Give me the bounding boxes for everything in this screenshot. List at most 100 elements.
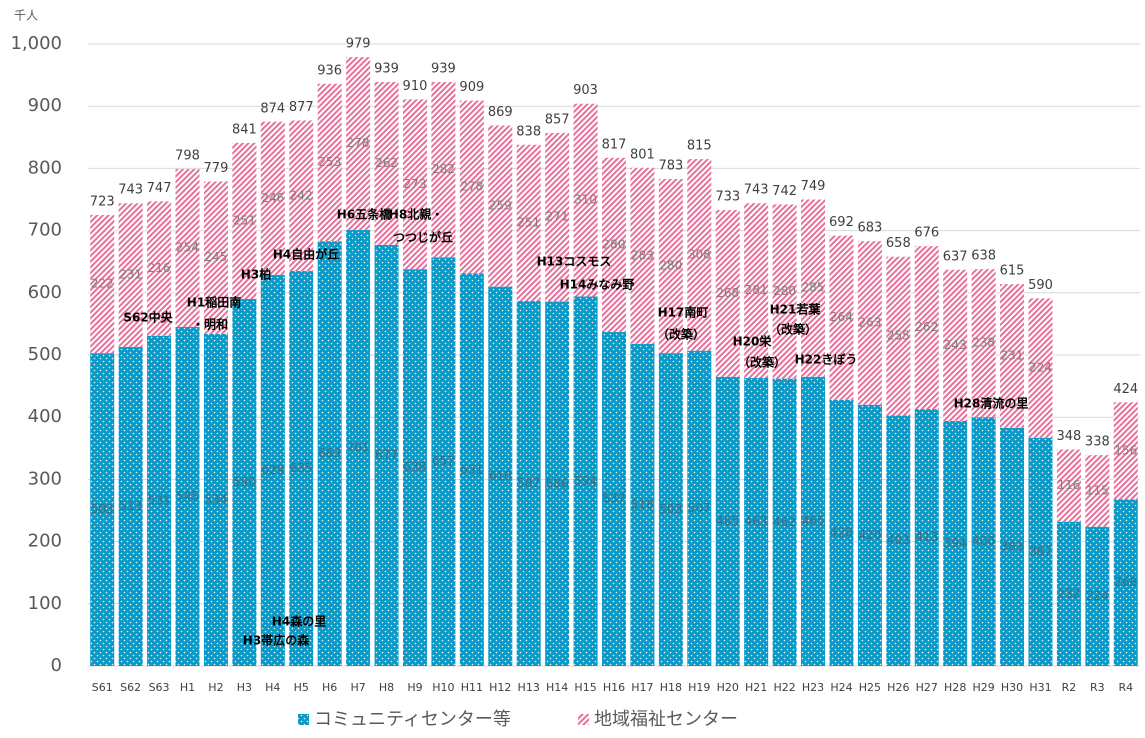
bar-segment [545,132,570,302]
bar-segment [402,99,427,270]
bar-segment [118,203,143,347]
value-label: 280 [659,259,682,273]
value-label: 420 [858,528,881,542]
bar-segment [602,331,626,666]
value-label: 513 [119,499,142,513]
total-label: 348 [1057,429,1082,444]
value-label: 282 [432,162,455,176]
value-label: 242 [290,188,313,202]
total-label: 979 [346,37,371,52]
bar-segment [289,271,314,666]
bar-segment [971,417,996,666]
legend-label: コミュニティセンター等 [314,709,511,730]
value-label: 255 [887,329,910,343]
x-tick-label: H17 [631,681,653,694]
annotation: H3柏 [241,267,271,282]
x-tick-label: S62 [120,681,141,694]
y-tick-label: 600 [28,282,62,303]
annotation: H3帯広の森 [243,633,310,648]
x-tick-label: H12 [489,681,511,694]
bar-segment [175,169,200,328]
value-label: 677 [375,448,398,462]
bar-segment [914,409,939,666]
bar-segment [602,157,626,332]
value-label: 683 [318,446,341,460]
y-tick-label: 500 [28,344,62,365]
value-label: 262 [375,156,398,170]
value-label: 224 [1029,361,1052,375]
value-label: 278 [347,136,370,150]
annotation: H4自由が丘 [273,247,339,262]
x-tick-label: H28 [944,681,966,694]
bar-segment [772,378,797,666]
value-label: 263 [858,315,881,329]
total-label: 742 [772,184,797,199]
value-label: 503 [91,502,114,516]
annotation: H21若葉 [770,302,822,317]
y-tick-label: 800 [28,157,62,178]
value-label: 264 [830,310,853,324]
value-label: 271 [546,210,569,224]
annotation: H20栄 [733,334,773,349]
annotation: H28清流の里 [954,396,1029,411]
value-label: 245 [204,250,227,264]
x-tick-label: H19 [688,681,710,694]
x-tick-label: H16 [603,681,625,694]
bar-segment [203,333,228,666]
annotation: （改築） [657,327,705,342]
bar-segment [374,81,399,245]
value-label: 413 [915,530,938,544]
bar-segment [346,229,371,666]
total-label: 749 [801,179,826,194]
bar-segment [658,353,683,666]
value-label: 534 [204,492,227,506]
x-tick-label: H11 [461,681,483,694]
value-label: 254 [176,241,199,255]
x-tick-label: H4 [265,681,280,694]
x-tick-label: H7 [350,681,365,694]
bar-segment [488,286,513,666]
value-label: 268 [716,286,739,300]
value-label: 262 [915,320,938,334]
bar-segment [715,376,740,666]
bar-segment [1056,521,1081,666]
value-label: 545 [176,489,199,503]
bar-segment [1113,402,1138,500]
x-tick-label: R4 [1118,681,1133,694]
value-label: 657 [432,454,455,468]
bar-segment [857,404,882,666]
x-tick-label: H29 [972,681,994,694]
value-label: 701 [347,440,370,454]
value-label: 629 [261,463,284,477]
bar-segment [431,257,456,666]
x-tick-label: S61 [92,681,113,694]
total-label: 838 [516,124,541,139]
legend-swatch [298,714,309,725]
y-tick-label: 0 [51,655,62,676]
value-label: 231 [119,268,142,282]
annotation: ・明和 [192,317,228,332]
value-label: 308 [688,247,711,261]
total-label: 783 [658,158,683,173]
value-label: 116 [1057,478,1080,492]
value-label: 156 [1114,443,1137,457]
bar-segment [829,235,854,400]
total-label: 615 [1000,264,1025,279]
total-label: 743 [118,183,143,198]
total-label: 939 [374,61,399,76]
total-label: 676 [914,226,939,241]
value-label: 268 [1114,575,1137,589]
value-label: 428 [830,525,853,539]
bar-segment [630,343,655,666]
value-label: 280 [603,237,626,251]
total-label: 638 [971,249,996,264]
bar-segment [488,125,513,287]
x-tick-label: H8 [379,681,394,694]
value-label: 531 [148,493,171,507]
bar-segment [573,296,598,666]
value-label: 635 [290,461,313,475]
value-label: 243 [944,338,967,352]
x-tick-label: H2 [208,681,223,694]
bar-segment [1085,455,1110,527]
